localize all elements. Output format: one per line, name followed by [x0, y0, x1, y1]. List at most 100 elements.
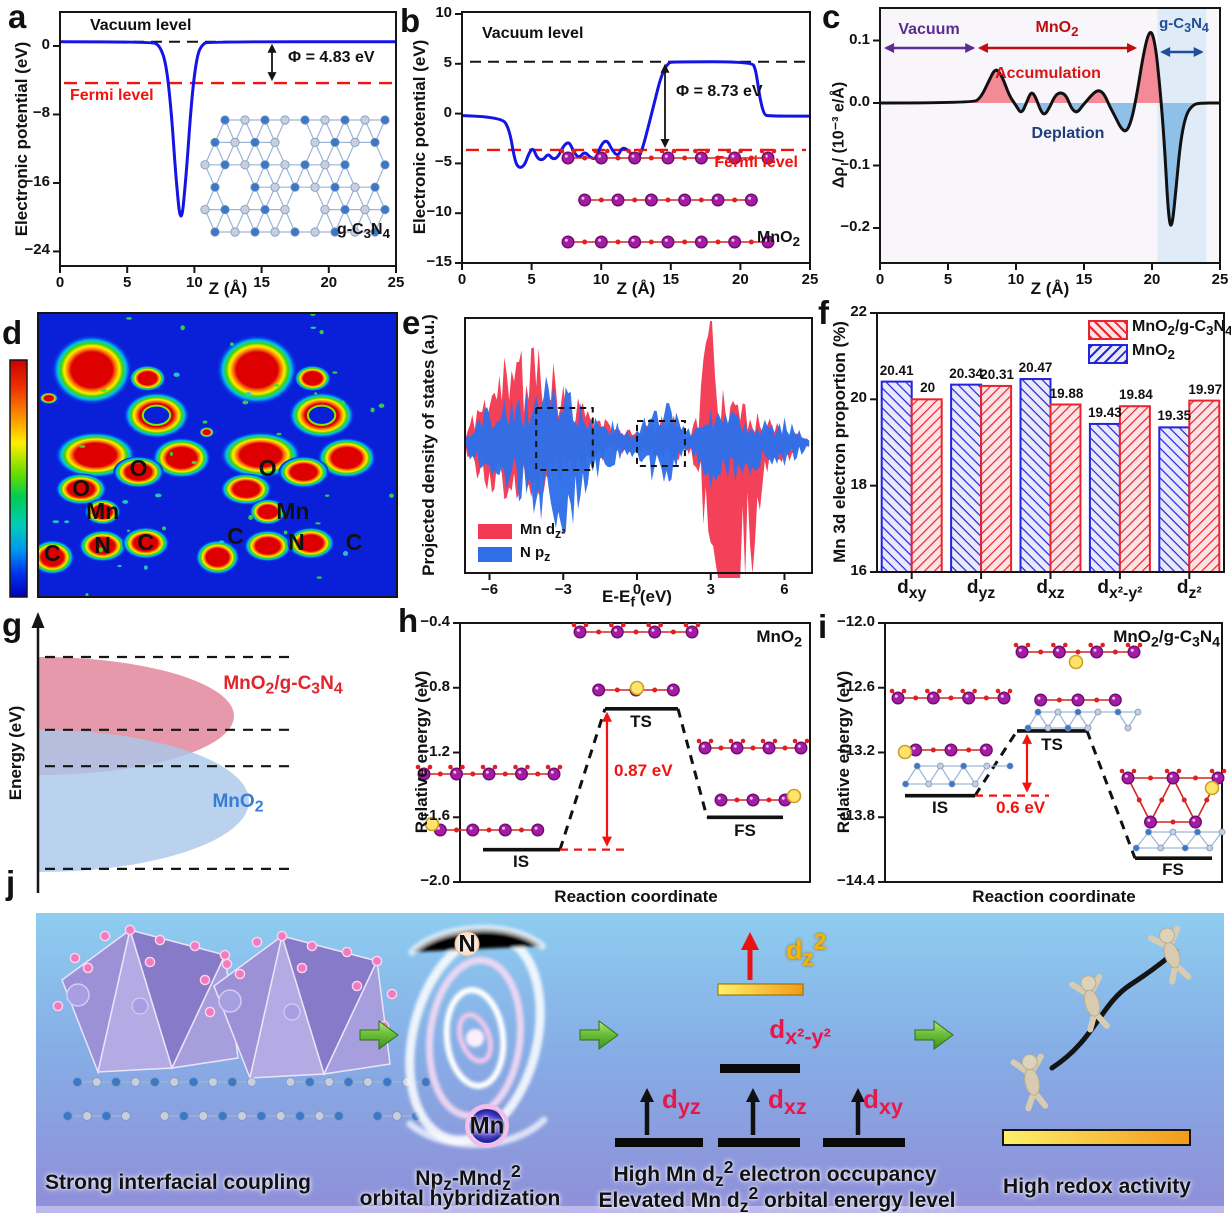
legend-swatch-red-hatch: [1088, 320, 1128, 340]
panel-letter-e: e: [402, 304, 421, 341]
legend-swatch-blue-hatch: [1088, 344, 1128, 364]
i-fs-label: FS: [1162, 860, 1184, 879]
a-fermi-level-label: Fermi level: [70, 87, 154, 104]
a-y-tick: 0: [41, 36, 50, 53]
e-x-tick: 0: [632, 581, 642, 598]
j-caption-occupancy-2: Elevated Mn dz2 orbital energy level: [598, 1183, 956, 1216]
f-bar-value: 19.84: [1118, 387, 1153, 403]
f-category-label: dz²: [1176, 577, 1202, 602]
c-depletion-label: Deplation: [1031, 125, 1105, 142]
h-title: MnO2: [756, 627, 802, 651]
c-x-tick: 10: [1007, 271, 1025, 288]
h-y-tick: −0.8: [420, 677, 450, 695]
f-y-tick: 22: [850, 302, 867, 320]
b-x-tick: 5: [527, 271, 536, 288]
e-x-tick: −3: [554, 581, 572, 598]
d-atom-label-o: O: [129, 455, 148, 482]
i-is-structure: [889, 688, 1014, 788]
f-bar-value: 19.35: [1157, 408, 1192, 424]
c-y-tick: 0.1: [849, 30, 870, 48]
i-y-tick: −13.8: [837, 807, 875, 825]
a-vacuum-level-label: Vacuum level: [90, 17, 192, 34]
h-barrier-label: 0.87 eV: [614, 761, 673, 780]
h-y-tick: −0.4: [420, 613, 450, 630]
h-fs-label: FS: [734, 821, 756, 840]
i-fs-structure: [1119, 768, 1227, 852]
c-region-gcn-label: g-C3N4: [1159, 15, 1209, 35]
panel-letter-g: g: [2, 606, 23, 643]
f-legend-label-composite: MnO2/g-C3N4: [1132, 318, 1231, 339]
i-y-tick: −14.4: [837, 871, 875, 889]
b-vacuum-level-label: Vacuum level: [482, 25, 584, 42]
panel-letter-d: d: [2, 314, 23, 351]
panel-letter-b: b: [400, 2, 421, 39]
f-y-tick: 16: [850, 562, 867, 579]
c-y-tick: 0.0: [849, 93, 870, 110]
e-legend-label-n: N pz: [520, 544, 551, 564]
f-bar-composite: [980, 384, 1013, 573]
a-inset-label: g-C3N4: [336, 221, 390, 242]
b-fermi-level-label: Fermi level: [714, 154, 798, 171]
j-orbital-diagram: [615, 932, 905, 1147]
i-barrier-label: 0.6 eV: [996, 798, 1046, 817]
j-flow-arrow: [359, 1020, 399, 1050]
c-x-tick: 25: [1211, 271, 1229, 288]
f-bar-value: 20: [920, 380, 936, 396]
h-fs-structure: [696, 738, 810, 807]
a-x-axis-label: Z (Å): [208, 279, 248, 298]
f-y-tick: 18: [850, 475, 867, 493]
f-bar-mno2: [950, 383, 983, 574]
f-legend-label-mno2: MnO2: [1132, 342, 1175, 363]
b-y-tick: −5: [434, 153, 452, 171]
h-ts-label: TS: [630, 712, 652, 731]
a-y-tick: −24: [24, 241, 50, 259]
j-orbital-dyz-label: dyz: [662, 1084, 701, 1120]
e-x-axis-label: E-Ef (eV): [602, 587, 672, 611]
g-band-label-composite: MnO2/g-C3N4: [223, 672, 343, 698]
b-work-function-label: Φ = 8.73 eV: [676, 83, 763, 100]
d-atom-label-mn: Mn: [86, 497, 120, 524]
j-caption-redox: High redox activity: [1003, 1175, 1191, 1198]
panel-letter-j: j: [6, 864, 16, 901]
b-inset-label: MnO2: [757, 229, 800, 250]
d-atom-label-mn: Mn: [276, 497, 310, 524]
e-y-axis-label: Projected density of states (a.u.): [419, 314, 439, 576]
f-bar-mno2: [1088, 422, 1121, 574]
panel-c-plot: [873, 7, 1221, 270]
c-x-axis-label: Z (Å): [1030, 279, 1070, 298]
a-x-tick: 15: [253, 274, 270, 291]
j-caption-coupling: Strong interfacial coupling: [44, 1171, 312, 1194]
i-is-label: IS: [931, 798, 949, 817]
a-y-tick: −16: [24, 172, 50, 190]
a-y-tick: −8: [32, 104, 50, 122]
c-y-tick: −0.2: [840, 218, 870, 235]
j-interfacial-coupling-art: [52, 924, 431, 1121]
j-flow-arrow: [914, 1020, 954, 1050]
panel-letter-i: i: [818, 608, 828, 645]
panel-letter-a: a: [8, 0, 27, 35]
panel-letter-f: f: [818, 294, 829, 331]
f-category-label: dyz: [966, 577, 996, 602]
d-atom-label-o: O: [258, 455, 277, 482]
h-is-label: IS: [512, 852, 530, 871]
h-y-tick: −1.6: [420, 807, 450, 825]
j-caption-hybridization-2: orbital hybridization: [359, 1187, 561, 1210]
j-orbital-dxy-label: dxy: [863, 1084, 903, 1120]
j-hybridization-swirl: [405, 924, 548, 1148]
f-category-label: dx²-y²: [1097, 577, 1143, 602]
j-redox-activity-art: [1002, 925, 1192, 1146]
c-region-mno2-label: MnO2: [1035, 19, 1079, 40]
a-inset-gcn-structure: [200, 115, 390, 237]
c-accumulation-label: Accumulation: [995, 65, 1101, 82]
panel-i-reaction-path: [878, 622, 1223, 883]
panel-letter-h: h: [398, 602, 419, 639]
f-bar-mno2: [880, 380, 913, 573]
e-x-tick: −6: [480, 581, 499, 598]
f-bar-composite: [1049, 403, 1082, 573]
j-orbital-dz2-label: dz2: [786, 929, 827, 971]
i-x-axis-label: Reaction coordinate: [972, 887, 1136, 906]
j-caption-hybridization-1: Npz-Mndz2: [415, 1161, 521, 1195]
f-bar-value: 20.31: [980, 366, 1014, 382]
d-atom-label-n: N: [94, 531, 111, 558]
